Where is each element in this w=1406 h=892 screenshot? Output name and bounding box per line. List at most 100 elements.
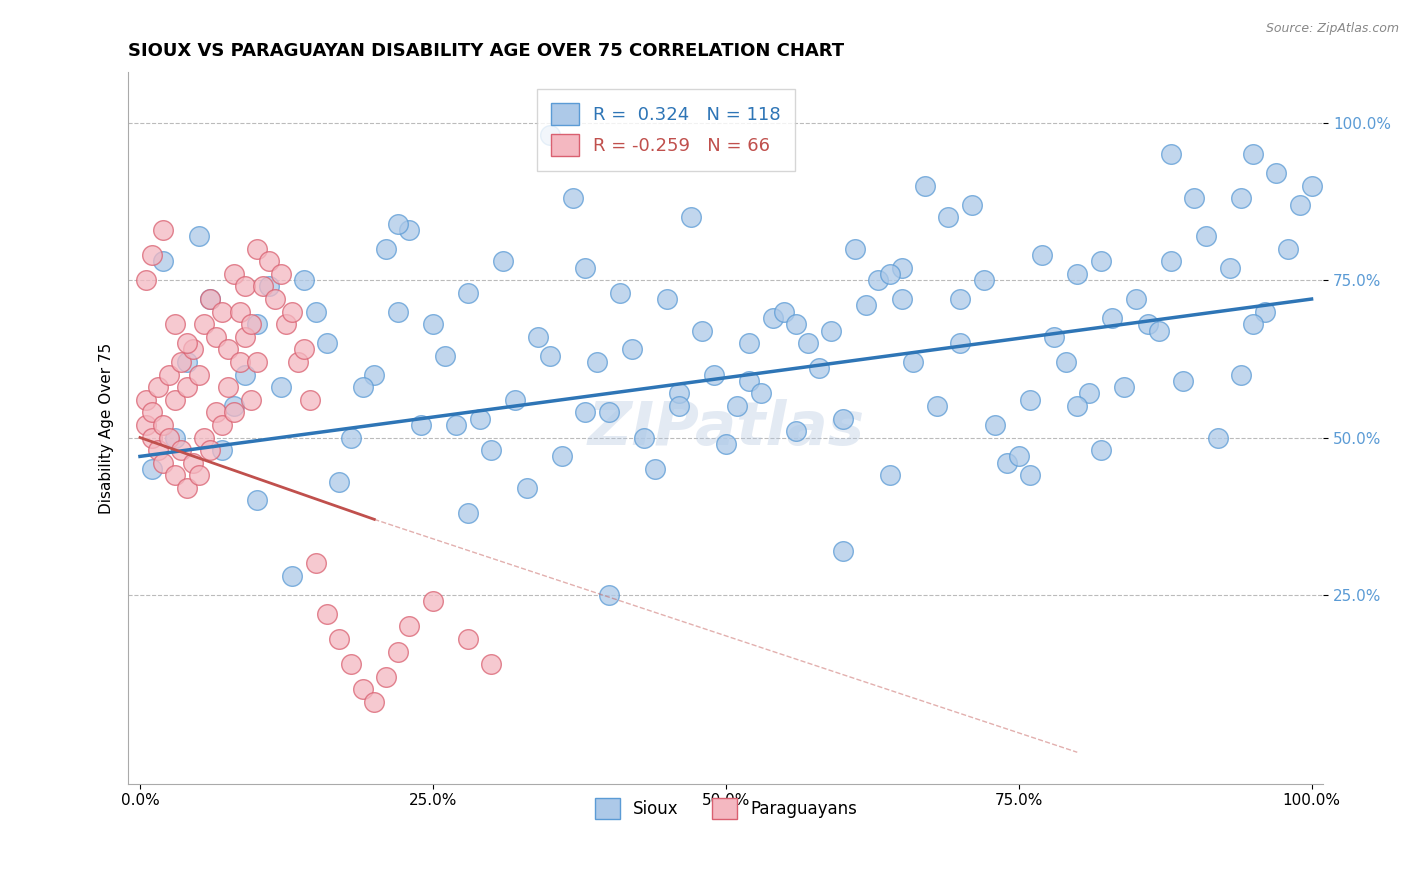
Point [222,399,245,413]
Point [1288,197,1310,211]
Point [176,336,198,351]
Point [481,657,503,672]
Point [785,424,807,438]
Point [679,211,702,225]
Point [1195,229,1218,244]
Point [181,456,204,470]
Point [1241,147,1264,161]
Point [228,355,250,369]
Point [363,368,385,382]
Point [141,430,163,444]
Point [868,273,890,287]
Point [1019,392,1042,407]
Point [1277,242,1299,256]
Point [551,450,574,464]
Point [228,304,250,318]
Point [176,481,198,495]
Point [692,324,714,338]
Point [252,279,274,293]
Point [938,211,960,225]
Point [879,468,901,483]
Point [187,368,209,382]
Point [165,392,187,407]
Point [170,443,193,458]
Point [305,304,328,318]
Point [152,456,174,470]
Point [141,248,163,262]
Point [217,380,239,394]
Point [398,223,420,237]
Point [914,178,936,193]
Point [1254,304,1277,318]
Point [949,336,972,351]
Point [141,462,163,476]
Point [157,368,180,382]
Point [205,405,228,419]
Point [235,330,257,344]
Point [1136,317,1159,331]
Point [844,242,866,256]
Point [165,430,187,444]
Point [925,399,948,413]
Point [973,273,995,287]
Point [181,343,204,357]
Point [527,330,550,344]
Point [1078,386,1101,401]
Point [1114,380,1136,394]
Point [292,343,315,357]
Point [574,405,596,419]
Point [1230,368,1253,382]
Point [457,632,479,646]
Point [785,317,807,331]
Point [205,330,228,344]
Point [257,279,280,293]
Point [738,336,761,351]
Point [176,380,198,394]
Point [316,607,339,621]
Point [492,254,515,268]
Text: ZIPatlas: ZIPatlas [588,399,865,458]
Point [200,292,222,306]
Point [1043,330,1066,344]
Point [1066,399,1088,413]
Point [363,695,385,709]
Point [984,417,1007,432]
Point [211,417,233,432]
Point [305,557,328,571]
Point [1301,178,1323,193]
Text: SIOUX VS PARAGUAYAN DISABILITY AGE OVER 75 CORRELATION CHART: SIOUX VS PARAGUAYAN DISABILITY AGE OVER … [128,42,845,60]
Point [298,392,321,407]
Point [457,285,479,300]
Point [352,682,374,697]
Point [281,569,304,583]
Point [1160,147,1182,161]
Point [187,229,209,244]
Point [270,267,292,281]
Point [668,386,690,401]
Point [217,343,239,357]
Point [749,386,772,401]
Point [995,456,1018,470]
Point [808,361,831,376]
Point [222,405,245,419]
Point [1149,324,1171,338]
Point [1101,310,1123,325]
Point [292,273,315,287]
Point [316,336,339,351]
Point [246,493,269,508]
Point [146,443,169,458]
Point [200,292,222,306]
Point [328,632,350,646]
Point [411,417,433,432]
Point [211,304,233,318]
Point [1019,468,1042,483]
Point [598,588,620,602]
Point [235,368,257,382]
Point [152,223,174,237]
Point [340,657,363,672]
Point [446,417,468,432]
Point [146,380,169,394]
Point [773,304,796,318]
Point [1090,254,1112,268]
Point [457,506,479,520]
